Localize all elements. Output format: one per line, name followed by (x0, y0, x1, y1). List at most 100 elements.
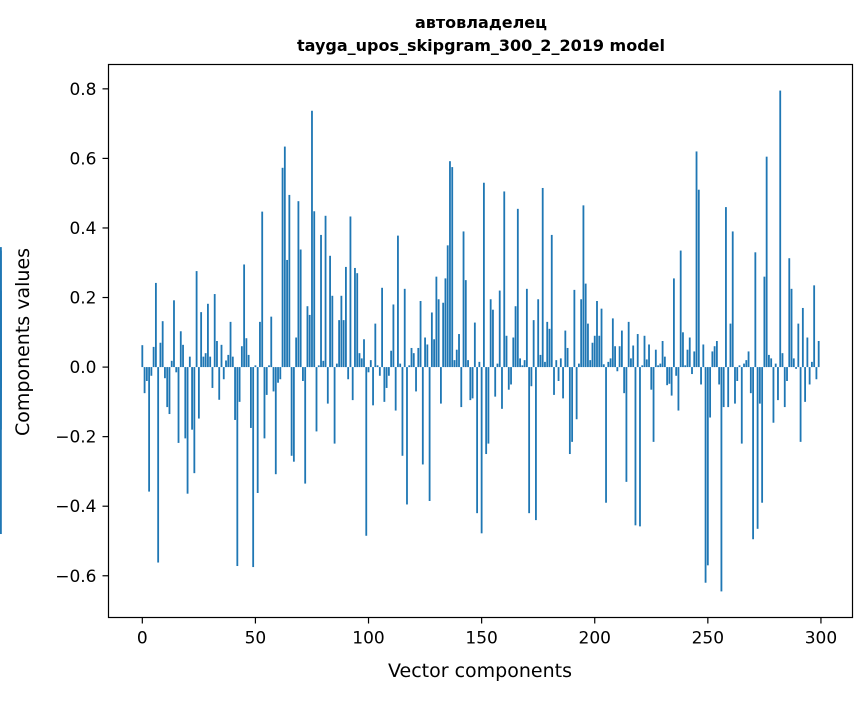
bar (372, 367, 374, 406)
bar (231, 356, 234, 368)
bar (270, 316, 273, 368)
bar (424, 337, 426, 368)
bar (532, 320, 535, 368)
bar (213, 294, 216, 368)
bar (195, 271, 198, 368)
bar (575, 367, 578, 420)
bar (645, 359, 648, 368)
bar (725, 207, 727, 368)
bar (514, 306, 517, 368)
bar (191, 367, 193, 430)
bar (274, 367, 277, 475)
bar (261, 211, 264, 368)
y-tick-label: 0.6 (69, 149, 96, 169)
bar (756, 367, 759, 529)
bar-series (0, 90, 820, 592)
bar (501, 367, 503, 409)
bar (718, 367, 721, 385)
bar (354, 267, 356, 368)
bar (695, 151, 698, 368)
bar (410, 347, 413, 368)
bar (790, 288, 793, 368)
bar (145, 367, 148, 381)
bar (387, 367, 390, 376)
bar (568, 367, 571, 455)
bar (216, 341, 218, 368)
bar (555, 360, 558, 368)
bar (211, 367, 214, 388)
bar (523, 360, 526, 368)
y-axis-ticks: −0.6 −0.4 −0.2 0.0 0.2 0.4 0.6 0.8 (55, 80, 109, 587)
bar (415, 367, 417, 392)
bar (302, 367, 304, 381)
bar (817, 341, 820, 368)
bar (650, 367, 653, 390)
bar (654, 349, 657, 368)
bar (179, 331, 182, 368)
bar (397, 235, 399, 368)
bar (781, 353, 784, 368)
bar (297, 201, 300, 368)
bar (661, 341, 664, 368)
bar (786, 367, 788, 381)
bar (537, 299, 540, 368)
bar (435, 276, 438, 368)
bar (564, 330, 567, 368)
bar (593, 335, 596, 368)
bar (358, 353, 361, 368)
bar (168, 367, 171, 415)
bar (648, 344, 650, 368)
bar (754, 252, 757, 368)
bar (530, 367, 533, 387)
bar (440, 367, 442, 404)
bar (186, 367, 189, 494)
bar (197, 367, 200, 419)
bar (471, 367, 474, 399)
bar (385, 367, 388, 388)
bar (729, 323, 732, 368)
x-tick-label: 0 (137, 629, 148, 649)
bar (600, 308, 603, 368)
bar (677, 367, 680, 411)
bar (711, 351, 714, 368)
bar (510, 367, 512, 385)
bar (154, 282, 157, 368)
bar (252, 367, 255, 568)
bar (351, 367, 354, 401)
bar (378, 367, 381, 376)
bar (166, 367, 169, 408)
bar (263, 367, 266, 439)
bar (652, 367, 655, 442)
bar (557, 367, 560, 381)
bar (469, 367, 472, 401)
x-tick-label: 300 (805, 629, 837, 649)
bar (392, 304, 395, 368)
chart-title: автовладелец (415, 13, 547, 32)
bar (272, 367, 275, 392)
x-tick-label: 250 (692, 629, 724, 649)
bar (326, 367, 329, 404)
bar (779, 90, 782, 368)
bar (713, 346, 716, 368)
bar (240, 346, 243, 368)
bar (0, 367, 2, 381)
y-tick-label: 0.0 (69, 358, 96, 378)
bar (304, 367, 307, 484)
bar (406, 367, 408, 505)
bar (632, 345, 635, 368)
bar (453, 360, 456, 368)
bar (281, 167, 284, 368)
bar (553, 367, 555, 395)
bar (0, 367, 2, 401)
bar (544, 361, 546, 368)
bar (602, 364, 605, 368)
bar (320, 234, 322, 368)
bar (207, 303, 209, 368)
bar (482, 182, 485, 368)
bar (722, 367, 725, 408)
y-tick-label: −0.4 (55, 497, 96, 517)
bar (700, 367, 702, 385)
bar (433, 339, 436, 368)
bar (596, 301, 598, 368)
